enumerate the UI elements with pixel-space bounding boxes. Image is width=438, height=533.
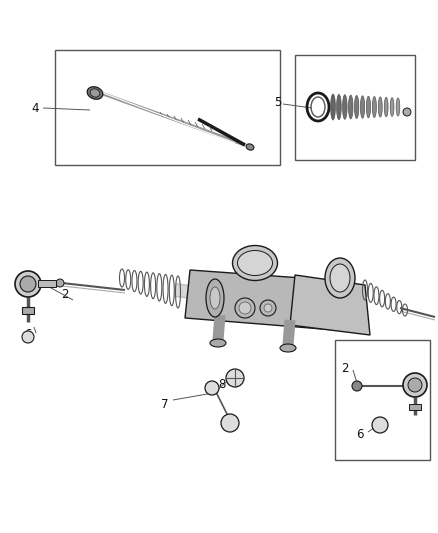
Circle shape [372, 417, 388, 433]
Text: 6: 6 [356, 429, 364, 441]
Bar [22, 307, 34, 314]
Ellipse shape [366, 96, 371, 118]
Ellipse shape [237, 251, 272, 276]
Polygon shape [290, 275, 370, 335]
Text: 6: 6 [24, 328, 32, 342]
Ellipse shape [331, 94, 336, 120]
Ellipse shape [396, 98, 400, 116]
Circle shape [22, 331, 34, 343]
Circle shape [221, 414, 239, 432]
Ellipse shape [325, 258, 355, 298]
Circle shape [205, 381, 219, 395]
Ellipse shape [336, 94, 341, 119]
Text: 2: 2 [341, 361, 349, 375]
Bar [335, 340, 430, 460]
Circle shape [264, 304, 272, 312]
Ellipse shape [280, 344, 296, 352]
Text: 3: 3 [348, 316, 356, 328]
Text: 5: 5 [274, 95, 282, 109]
Ellipse shape [87, 87, 103, 99]
Ellipse shape [330, 264, 350, 292]
Ellipse shape [349, 95, 353, 119]
Text: 4: 4 [31, 101, 39, 115]
Ellipse shape [206, 279, 224, 317]
Circle shape [408, 378, 422, 392]
Text: 1: 1 [246, 262, 254, 274]
Polygon shape [185, 270, 335, 330]
Ellipse shape [343, 95, 347, 119]
Ellipse shape [390, 98, 394, 116]
Ellipse shape [233, 246, 278, 280]
Ellipse shape [378, 97, 382, 117]
Ellipse shape [210, 287, 220, 309]
Ellipse shape [90, 89, 100, 97]
Bar [38, 280, 56, 287]
Circle shape [403, 373, 427, 397]
Text: 2: 2 [61, 288, 69, 302]
Ellipse shape [372, 96, 376, 117]
Text: 7: 7 [161, 399, 169, 411]
Circle shape [239, 302, 251, 314]
Circle shape [56, 279, 64, 287]
Circle shape [260, 300, 276, 316]
Circle shape [352, 381, 362, 391]
Ellipse shape [354, 95, 359, 118]
Ellipse shape [384, 98, 388, 117]
Circle shape [403, 108, 411, 116]
Ellipse shape [246, 144, 254, 150]
Text: 8: 8 [218, 378, 226, 392]
Ellipse shape [360, 96, 365, 118]
Circle shape [20, 276, 36, 292]
Circle shape [235, 298, 255, 318]
Circle shape [15, 271, 41, 297]
Bar [409, 404, 421, 410]
Bar [55, 50, 280, 165]
Circle shape [226, 369, 244, 387]
Bar [295, 55, 415, 160]
Ellipse shape [210, 339, 226, 347]
